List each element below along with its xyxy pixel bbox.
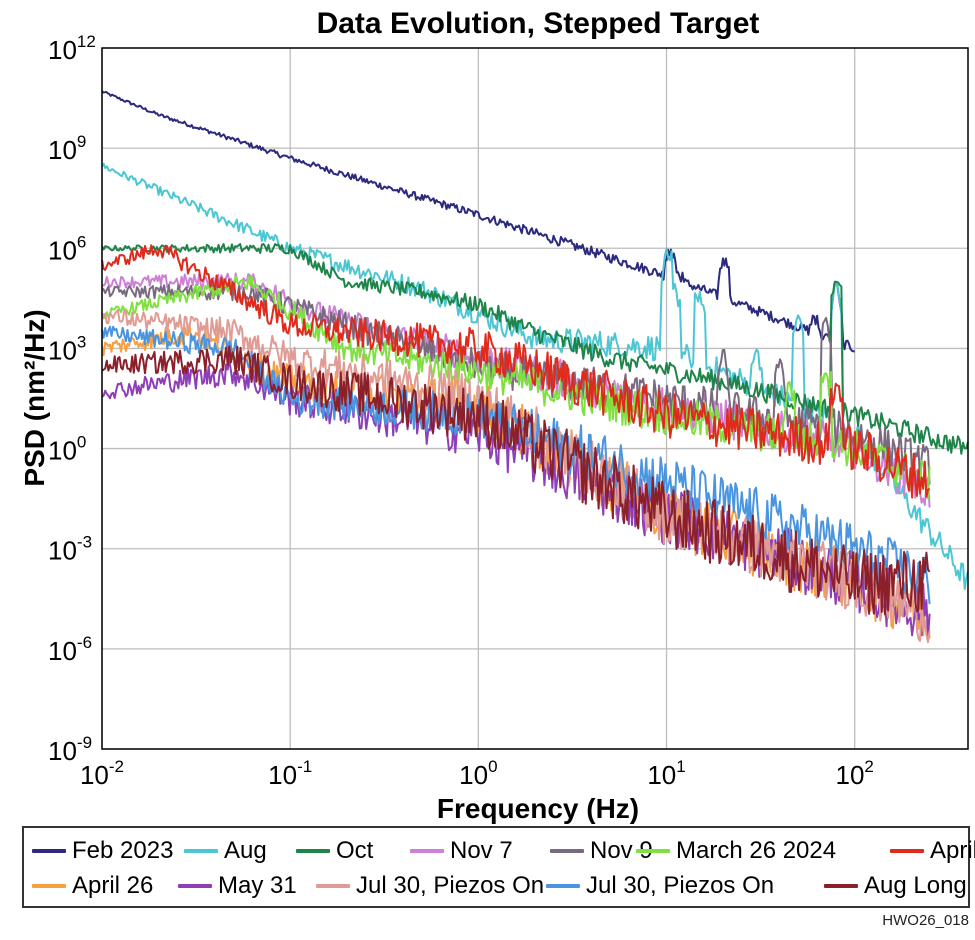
series-layer (101, 90, 969, 644)
legend-label: Jul 30, Piezos On (586, 872, 775, 899)
legend: Feb 2023 Aug Oct Nov 7 Nov 9 March 26 2024 Apr… (22, 826, 975, 908)
legend-swatch (546, 884, 580, 888)
series-line (101, 275, 931, 500)
x-tick-label: 10-1 (268, 757, 312, 790)
x-axis-label: Frequency (Hz) (437, 793, 639, 824)
x-axis-ticks: 10-2 10-1 100 101 102 (80, 757, 874, 790)
legend-row: April 26 May 31 Jul 30, Piezos On Jul 30, P… (32, 869, 967, 903)
legend-label: Jul 30, Piezos On (356, 872, 545, 899)
legend-item: Nov 7 (410, 834, 513, 868)
legend-item: Feb 2023 (32, 834, 173, 868)
legend-swatch (824, 884, 858, 888)
series-line (101, 90, 855, 353)
y-tick-label: 109 (48, 132, 86, 165)
legend-swatch (636, 849, 670, 853)
y-tick-label: 106 (48, 232, 86, 265)
legend-swatch (32, 884, 66, 888)
y-tick-label: 103 (48, 332, 86, 365)
series-line (101, 244, 931, 499)
legend-item: May 31 (178, 869, 297, 903)
legend-item: April 26 (32, 869, 153, 903)
series-line (101, 272, 931, 508)
legend-item: April 11 (890, 834, 975, 868)
legend-swatch (178, 884, 212, 888)
legend-swatch (890, 849, 924, 853)
series-line (101, 162, 969, 590)
y-tick-label: 100 (48, 433, 86, 466)
x-tick-label: 101 (647, 757, 685, 790)
legend-label: March 26 2024 (676, 837, 837, 864)
chart-title: Data Evolution, Stepped Target (317, 7, 760, 40)
legend-label: Nov 7 (450, 837, 513, 864)
y-axis-label: PSD (nm²/Hz) (19, 309, 50, 486)
y-tick-label: 10-3 (48, 533, 92, 566)
legend-item: Aug Long (824, 869, 967, 903)
y-tick-label: 1012 (48, 32, 96, 65)
legend-row: Feb 2023 Aug Oct Nov 7 Nov 9 March 26 2024 Apr… (32, 834, 975, 868)
legend-label: Feb 2023 (72, 837, 174, 864)
x-tick-label: 100 (459, 757, 497, 790)
legend-swatch (410, 849, 444, 853)
legend-swatch (550, 849, 584, 853)
legend-swatch (184, 849, 218, 853)
grid (101, 47, 968, 750)
figure-id: HWO26_018 (882, 912, 969, 929)
legend-label: April 26 (72, 872, 154, 899)
series-line (101, 243, 969, 455)
legend-swatch (316, 884, 350, 888)
legend-label: April 11 (930, 837, 975, 864)
y-tick-label: 10-6 (48, 633, 92, 666)
x-tick-label: 10-2 (80, 757, 124, 790)
legend-item: Jul 30, Piezos On (316, 869, 544, 903)
legend-label: Oct (336, 837, 374, 864)
legend-label: Aug Long (864, 872, 967, 899)
legend-item: March 26 2024 (636, 834, 836, 868)
legend-label: May 31 (218, 872, 297, 899)
legend-item: Aug (184, 834, 267, 868)
plot-frame (101, 47, 969, 750)
legend-item: Jul 30, Piezos On (546, 869, 774, 903)
legend-swatch (32, 849, 66, 853)
x-tick-label: 102 (836, 757, 874, 790)
legend-item: Oct (296, 834, 373, 868)
psd-chart: Data Evolution, Stepped Target 10-2 10-1 1… (19, 7, 969, 824)
legend-swatch (296, 849, 330, 853)
legend-label: Aug (224, 837, 267, 864)
series-line (101, 345, 931, 616)
